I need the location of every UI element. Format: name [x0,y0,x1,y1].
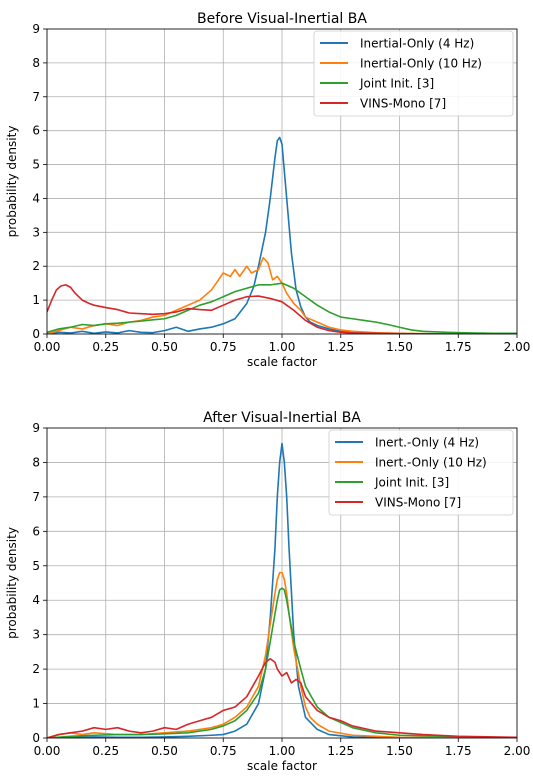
x-tick-label: 0.00 [34,340,61,354]
x-tick-label: 1.50 [386,744,413,758]
series-line-vins-mono-7 [47,657,517,738]
y-tick-label: 6 [32,124,40,138]
x-tick-label: 0.25 [92,340,119,354]
y-axis-label: probability density [5,126,19,238]
x-tick-label: 0.50 [151,744,178,758]
y-tick-label: 8 [32,56,40,70]
y-tick-label: 2 [32,259,40,273]
x-tick-label: 1.75 [445,744,472,758]
x-tick-label: 0.00 [34,744,61,758]
x-tick-label: 1.75 [445,340,472,354]
y-tick-label: 9 [32,421,40,435]
series-line-vins-mono-7 [47,284,517,334]
legend-label: Inertial-Only (10 Hz) [360,57,482,71]
chart-1: Before Visual-Inertial BA 0.00 0.25 0.50 0.7… [5,11,530,369]
y-tick-label: 6 [32,524,40,538]
y-tick-label: 9 [32,22,40,36]
x-tick-label: 0.25 [92,744,119,758]
x-tick-label: 0.75 [210,340,237,354]
legend-label: Joint Init. [3] [374,476,449,490]
x-tick-label: 2.00 [504,340,531,354]
x-axis-label: scale factor [247,355,317,369]
x-tick-label: 1.25 [327,744,354,758]
y-tick-label: 5 [32,559,40,573]
x-axis-label: scale factor [247,759,317,773]
x-tick-label: 1.00 [269,744,296,758]
x-tick-label: 0.50 [151,340,178,354]
x-tick-label: 1.00 [269,340,296,354]
y-tick-label: 1 [32,293,40,307]
plot-frame [46,28,518,335]
legend-label: Inertial-Only (4 Hz) [360,37,474,51]
y-tick-label: 2 [32,662,40,676]
y-tick-label: 8 [32,455,40,469]
series-line-joint-init-3 [47,587,517,738]
legend-label: VINS-Mono [7] [360,97,446,111]
chart-title: After Visual-Inertial BA [203,410,361,426]
chart-title: Before Visual-Inertial BA [197,11,367,27]
plot-frame [46,427,518,739]
series-line-inert-only-4-hz [47,442,517,738]
x-tick-label: 1.25 [327,340,354,354]
y-tick-label: 4 [32,191,40,205]
legend-box [328,429,514,516]
y-tick-label: 3 [32,225,40,239]
legend-label: Joint Init. [3] [359,77,434,91]
legend-label: Inert.-Only (10 Hz) [375,456,487,470]
y-tick-label: 3 [32,628,40,642]
series-line-inertial-only-4-hz [47,136,517,334]
x-tick-label: 0.75 [210,744,237,758]
legend: Inertial-Only (4 Hz) Inertial-Only (10 Hz… [313,30,514,117]
series-line-inertial-only-10-hz [47,256,517,334]
y-tick-label: 5 [32,158,40,172]
y-tick-label: 1 [32,697,40,711]
y-tick-label: 0 [32,731,40,745]
legend: Inert.-Only (4 Hz) Inert.-Only (10 Hz) Joi… [328,429,514,516]
y-tick-label: 0 [32,327,40,341]
y-tick-label: 7 [32,90,40,104]
y-axis-label: probability density [5,527,19,639]
chart-2: After Visual-Inertial BA 0.00 0.25 0.50 0.75… [5,410,530,773]
legend-label: VINS-Mono [7] [375,496,461,510]
x-tick-label: 1.50 [386,340,413,354]
legend-label: Inert.-Only (4 Hz) [375,436,479,450]
x-tick-label: 2.00 [504,744,531,758]
legend-box [313,30,514,117]
series-line-joint-init-3 [47,282,517,334]
y-tick-label: 4 [32,593,40,607]
y-tick-label: 7 [32,490,40,504]
